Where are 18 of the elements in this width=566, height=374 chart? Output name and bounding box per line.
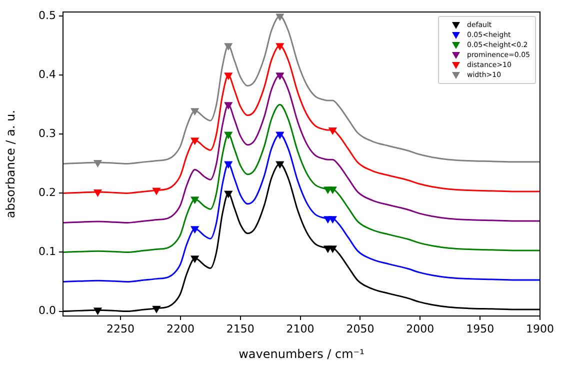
x-tick-label: 2050: [346, 322, 374, 336]
x-tick-label: 2000: [406, 322, 434, 336]
x-tick-label: 2200: [166, 322, 194, 336]
y-tick-label: 0.2: [38, 186, 56, 200]
y-tick-label: 0.5: [38, 8, 56, 22]
x-tick-label: 2100: [286, 322, 314, 336]
y-axis-title: absorbance / a. u.: [3, 110, 18, 218]
y-tick-label: 0.4: [38, 68, 56, 82]
x-tick-label: 2250: [106, 322, 135, 336]
y-tick-label: 0.0: [38, 304, 56, 318]
y-tick-label: 0.3: [38, 127, 56, 140]
line-series: [63, 133, 540, 283]
x-tick-label: 2150: [226, 322, 254, 336]
y-tick-label: 0.1: [38, 245, 56, 258]
line-series: [63, 104, 540, 253]
x-tick-label: 1900: [526, 322, 554, 336]
x-tick-label: 1950: [466, 322, 494, 336]
x-axis-title: wavenumbers / cm⁻¹: [238, 346, 365, 361]
